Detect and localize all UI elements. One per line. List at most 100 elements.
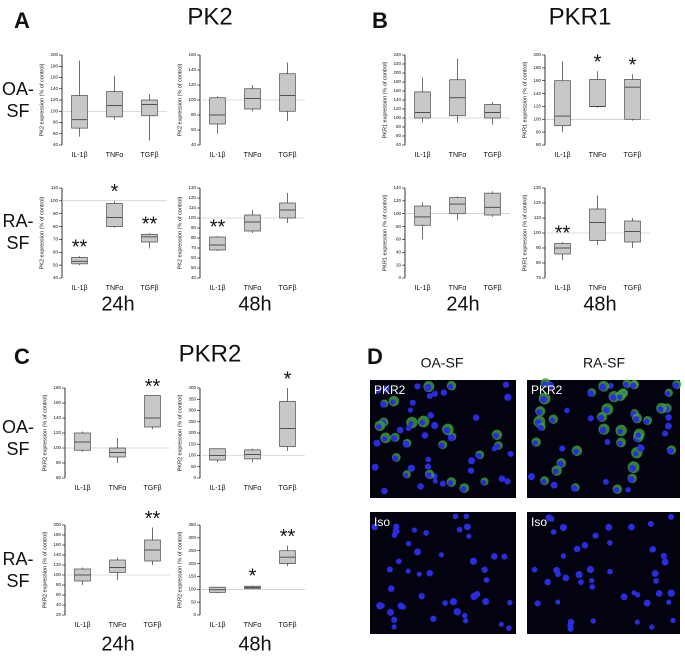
y-tick-label: 80: [56, 582, 62, 587]
y-tick-label: 200: [188, 561, 196, 566]
x-tick-label: TGFβ: [623, 152, 641, 159]
nucleus: [453, 608, 461, 616]
nucleus: [493, 432, 499, 439]
nucleus: [461, 612, 468, 619]
nucleus: [447, 433, 455, 442]
nucleus: [649, 624, 655, 630]
y-tick-label: 120: [188, 195, 196, 200]
row-label: SF: [6, 439, 29, 459]
y-tick-label: 0: [193, 612, 196, 617]
nucleus: [587, 415, 594, 422]
nucleus: [666, 599, 672, 605]
y-tick-label: 180: [53, 385, 61, 390]
y-tick-label: 400: [188, 385, 196, 390]
nucleus: [631, 590, 637, 596]
nucleus: [635, 432, 642, 438]
nucleus: [396, 426, 404, 434]
nucleus: [527, 473, 535, 481]
y-tick-label: 140: [53, 415, 61, 420]
nucleus: [546, 381, 554, 389]
nucleus: [560, 553, 567, 559]
nucleus: [447, 480, 454, 486]
nucleus: [507, 450, 514, 457]
time-label: 48h: [583, 293, 616, 315]
x-tick-label: IL-1β: [71, 152, 87, 159]
nucleus: [504, 393, 512, 401]
box: [589, 79, 606, 107]
nucleus: [470, 592, 478, 601]
y-axis-label: PKR1 expression (% of control): [382, 61, 388, 138]
nucleus: [386, 566, 393, 573]
y-tick-label: 250: [188, 548, 196, 553]
nucleus: [424, 463, 432, 470]
nucleus: [620, 593, 628, 601]
micrograph: [370, 512, 516, 634]
significance: **: [145, 508, 161, 530]
y-tick-label: 180: [393, 79, 401, 84]
nucleus: [617, 440, 623, 447]
time-label: 48h: [238, 633, 271, 655]
x-tick-label: TGFβ: [143, 622, 161, 629]
nucleus: [414, 548, 422, 556]
y-tick-label: 120: [188, 82, 196, 87]
nucleus: [670, 617, 676, 624]
box: [449, 197, 466, 215]
nucleus: [562, 574, 570, 582]
nucleus: [426, 392, 433, 399]
y-axis-label: PKR2 expression (% of control): [177, 531, 183, 608]
y-tick-label: 80: [191, 235, 197, 240]
y-tick-label: 80: [53, 224, 59, 229]
x-tick-label: IL-1β: [209, 152, 225, 159]
y-tick-label: 100: [188, 215, 196, 220]
nucleus: [599, 426, 607, 434]
nucleus: [587, 390, 595, 397]
x-tick-label: TNFα: [244, 285, 262, 292]
nucleus: [633, 416, 640, 423]
x-tick-label: TNFα: [244, 622, 262, 629]
nucleus: [662, 430, 669, 437]
nucleus: [627, 475, 635, 483]
y-tick-label: 200: [188, 430, 196, 435]
box: [71, 257, 88, 265]
nucleus: [607, 568, 613, 575]
x-tick-label: TGFβ: [483, 285, 501, 292]
nucleus: [537, 424, 544, 431]
x-tick-label: TGFβ: [278, 152, 296, 159]
y-tick-label: 100: [53, 572, 61, 577]
nucleus: [609, 394, 617, 402]
nucleus: [607, 539, 613, 546]
nucleus: [442, 600, 449, 606]
nucleus: [391, 435, 398, 442]
column-label: RA-SF: [583, 355, 625, 371]
y-tick-label: 100: [53, 445, 61, 450]
y-tick-label: 200: [393, 70, 401, 75]
nucleus: [629, 464, 637, 472]
y-tick-label: 160: [188, 52, 196, 57]
nucleus: [667, 447, 674, 455]
nucleus: [550, 529, 557, 535]
panel-title: PKR2: [179, 340, 242, 367]
nucleus: [616, 394, 623, 400]
image-label: PKR2: [531, 383, 563, 397]
nucleus: [463, 513, 470, 520]
nucleus: [460, 485, 467, 493]
y-tick-label: 60: [56, 475, 62, 480]
y-tick-label: 150: [188, 574, 196, 579]
nucleus: [599, 383, 607, 391]
nucleus: [371, 523, 378, 531]
row-label: RA-: [3, 211, 34, 231]
nucleus: [481, 566, 488, 573]
nucleus: [541, 381, 548, 387]
nucleus: [427, 411, 434, 419]
significance: **: [145, 376, 161, 398]
nucleus: [373, 439, 381, 447]
y-tick-label: 300: [188, 408, 196, 413]
x-tick-label: IL-1β: [71, 285, 87, 292]
nucleus: [665, 414, 672, 421]
nucleus: [447, 383, 454, 390]
box: [414, 91, 431, 119]
nucleus: [625, 486, 631, 493]
x-tick-label: TGFβ: [143, 485, 161, 492]
nucleus: [604, 439, 611, 445]
